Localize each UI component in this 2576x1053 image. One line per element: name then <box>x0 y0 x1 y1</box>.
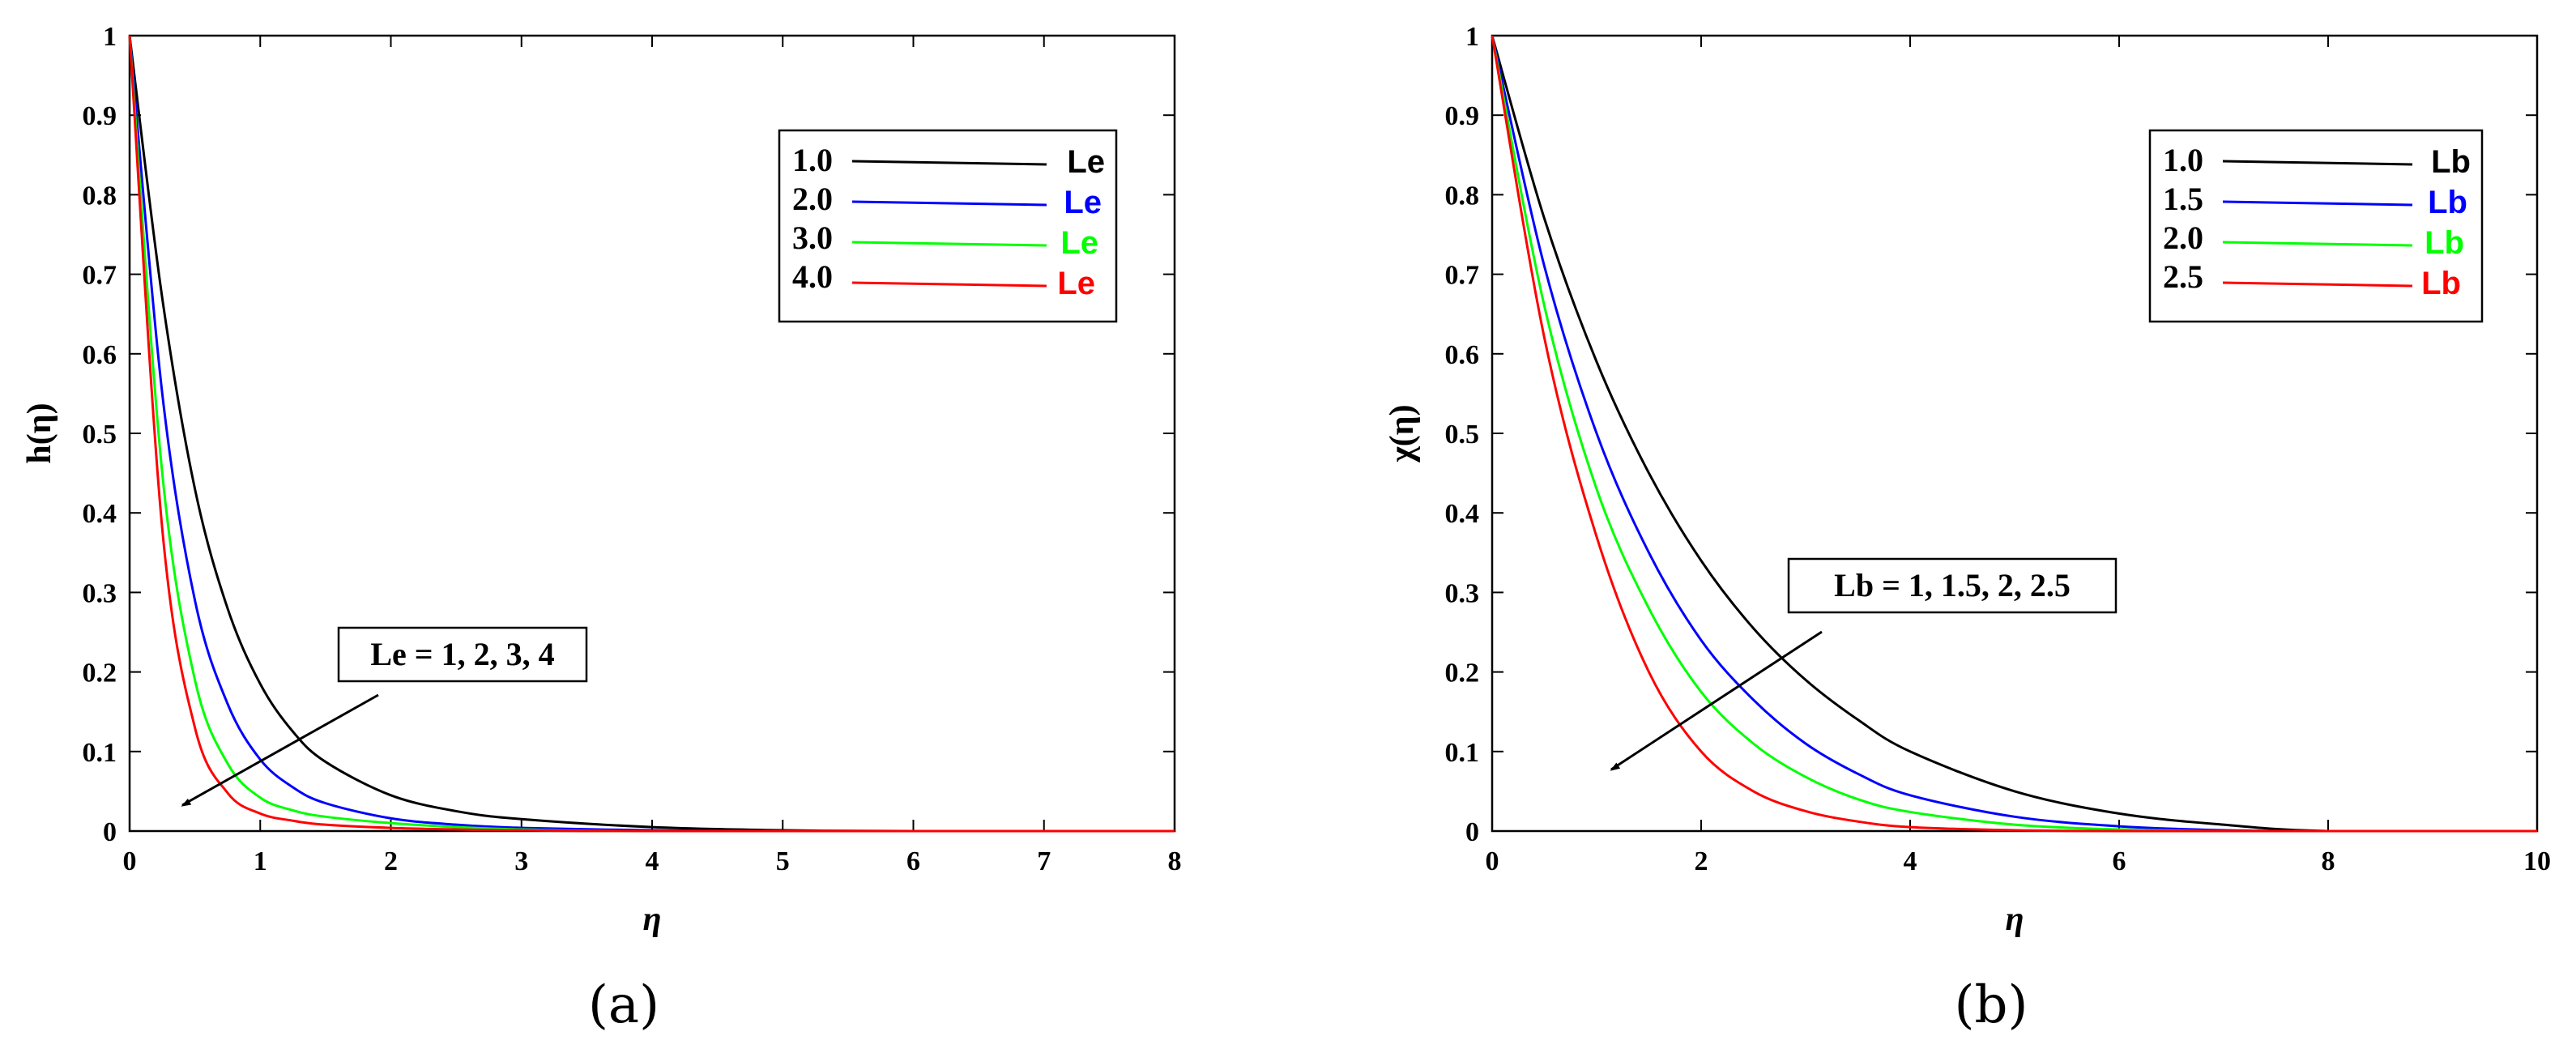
legend-value-label: 2.0 <box>2163 220 2203 256</box>
x-tick-label: 8 <box>1168 846 1182 876</box>
y-tick-label: 0.1 <box>83 738 117 768</box>
legend-swatch <box>851 160 1047 166</box>
chart-panel-b: 0 2 4 6 8 10 0 0.1 0.2 0.3 0.4 0.5 0.6 0.7 0.8 0.9 1 η χ(η… <box>1384 22 2551 1035</box>
series-line-2.5 <box>1491 35 2537 833</box>
y-tick-label: 0.2 <box>1445 659 1480 688</box>
legend-series-name: Le <box>1067 144 1105 180</box>
legend-value-label: 4.0 <box>792 258 833 295</box>
y-tick-label: 0.3 <box>1445 578 1480 608</box>
annotation: Lb = 1, 1.5, 2, 2.5 <box>1611 557 2118 770</box>
y-tick-label: 0.8 <box>83 181 117 211</box>
x-tick-label: 2 <box>1695 846 1708 876</box>
annotation-arrow <box>182 693 379 805</box>
legend-value-label: 2.5 <box>2163 258 2203 295</box>
y-axis-label: h(η) <box>21 403 58 463</box>
y-tick-label: 1 <box>103 22 117 52</box>
legend-value-label: 2.0 <box>792 181 833 217</box>
x-tick-label: 7 <box>1037 846 1051 876</box>
x-tick-label: 6 <box>2113 846 2126 876</box>
x-tick-label: 4 <box>1904 846 1917 876</box>
y-tick-label: 0.8 <box>1445 181 1480 211</box>
y-tick-label: 0.7 <box>1445 261 1480 291</box>
y-tick-label: 0.9 <box>83 101 117 131</box>
legend-swatch <box>2222 160 2413 166</box>
series-line-1.0 <box>1491 35 2537 833</box>
legend-swatch <box>851 241 1047 247</box>
legend-value-label: 1.0 <box>2163 142 2203 178</box>
y-tick-label: 0.4 <box>1445 499 1480 529</box>
panel-label: (b) <box>1955 975 2028 1035</box>
legend: 1.0 Lb 1.5 Lb 2.0 Lb 2.5 Lb <box>2148 129 2484 323</box>
y-tick-label: 0.6 <box>1445 340 1480 370</box>
y-tick-label: 0.6 <box>83 340 117 370</box>
y-tick-label: 0.4 <box>83 499 117 529</box>
x-tick-label: 3 <box>514 846 528 876</box>
x-axis-label: η <box>2005 901 2024 938</box>
legend-series-name: Le <box>1064 185 1102 220</box>
x-axis-label: η <box>642 901 661 938</box>
x-tick-label: 1 <box>254 846 267 876</box>
legend-series-name: Lb <box>2431 144 2471 180</box>
annotation: Le = 1, 2, 3, 4 <box>182 626 588 805</box>
legend-swatch <box>2222 281 2413 288</box>
legend-swatch <box>851 281 1047 288</box>
legend-series-name: Le <box>1057 266 1095 301</box>
y-tick-label: 0.5 <box>83 420 117 450</box>
y-tick-label: 0 <box>1465 817 1479 847</box>
annotation-text: Lb = 1, 1.5, 2, 2.5 <box>1834 567 2071 603</box>
legend-series-name: Le <box>1060 225 1098 261</box>
x-tick-label: 0 <box>1486 846 1499 876</box>
y-axis-label: χ(η) <box>1384 404 1421 463</box>
y-tick-label: 0.9 <box>1445 101 1480 131</box>
legend-swatch <box>2222 200 2413 207</box>
legend-series-name: Lb <box>2428 185 2467 220</box>
legend-swatch <box>851 200 1047 207</box>
x-tick-label: 8 <box>2322 846 2335 876</box>
x-tick-label: 6 <box>906 846 920 876</box>
annotation-box <box>337 626 588 683</box>
chart-panel-a: 0 1 2 3 4 5 6 7 8 0 0.1 0.2 0.3 0.4 0.5 0.6 0.7 0.8 0.9 1 η h… <box>21 22 1182 1035</box>
legend-series-name: Lb <box>2421 266 2461 301</box>
y-tick-label: 0.5 <box>1445 420 1480 450</box>
x-tick-label: 2 <box>384 846 398 876</box>
legend-series-name: Lb <box>2425 225 2464 261</box>
series-line-4.0 <box>128 35 1175 833</box>
legend-value-label: 3.0 <box>792 220 833 256</box>
panel-label: (a) <box>588 975 659 1035</box>
y-tick-label: 0 <box>103 817 117 847</box>
legend: 1.0 Le 2.0 Le 3.0 Le 4.0 Le <box>778 129 1118 323</box>
annotation-box <box>1787 557 2118 614</box>
x-tick-label: 4 <box>646 846 659 876</box>
annotation-text: Le = 1, 2, 3, 4 <box>370 636 554 672</box>
legend-value-label: 1.5 <box>2163 181 2203 217</box>
x-tick-label: 5 <box>776 846 790 876</box>
legend-swatch <box>2222 241 2413 247</box>
annotation-arrow <box>1611 630 1823 770</box>
legend-value-label: 1.0 <box>792 142 833 178</box>
y-tick-label: 1 <box>1465 22 1479 52</box>
y-tick-label: 0.7 <box>83 261 117 291</box>
y-tick-label: 0.3 <box>83 578 117 608</box>
y-tick-label: 0.1 <box>1445 738 1480 768</box>
y-tick-label: 0.2 <box>83 659 117 688</box>
x-tick-label: 10 <box>2523 846 2551 876</box>
x-tick-label: 0 <box>123 846 137 876</box>
